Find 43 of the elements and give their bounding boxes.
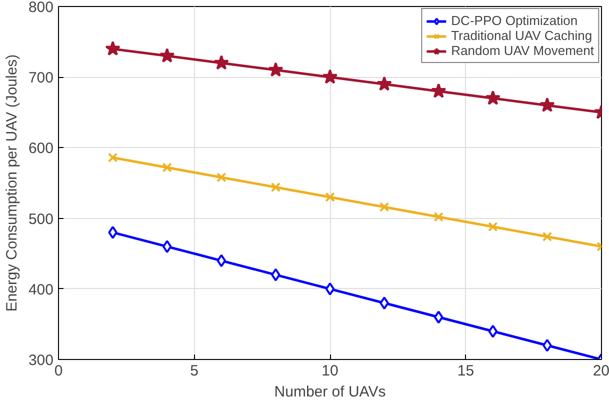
x-axis-title: Number of UAVs [274,384,386,400]
legend-label: Traditional UAV Caching [451,28,592,43]
x-tick-label: 20 [592,362,609,380]
point [325,192,335,202]
legend-label: DC-PPO Optimization [451,13,578,28]
x-tick-label: 5 [190,362,198,380]
point [105,40,120,56]
x-tick-label: 0 [54,362,63,380]
point [434,310,444,324]
point [216,254,226,268]
point [216,172,226,182]
point [434,212,444,222]
point [325,282,335,296]
y-tick-label: 700 [28,70,54,87]
y-tick-label: 500 [28,210,54,228]
point [542,338,552,352]
point [159,48,175,63]
point [542,232,552,242]
point [268,62,284,77]
y-axis-title: Energy Consumption per UAV (Joules) [3,54,20,312]
point [162,240,172,254]
point [430,83,446,98]
x-tick-label: 10 [322,362,338,380]
point [271,268,280,282]
x-tick-label: 15 [457,362,474,380]
point [376,76,392,91]
point [485,90,501,105]
y-tick-label: 300 [28,352,54,369]
y-tick-label: 400 [28,281,54,298]
point [270,182,281,192]
y-tick-label: 800 [28,0,54,16]
point [488,324,498,338]
point [108,226,118,239]
y-tick-label: 600 [28,140,54,158]
legend-label: Random UAV Movement [451,43,594,58]
point [322,69,338,84]
point [162,162,172,172]
point [108,152,118,162]
point [488,222,498,232]
point [380,296,389,310]
point [214,54,230,70]
point [540,97,555,112]
point [379,202,390,212]
